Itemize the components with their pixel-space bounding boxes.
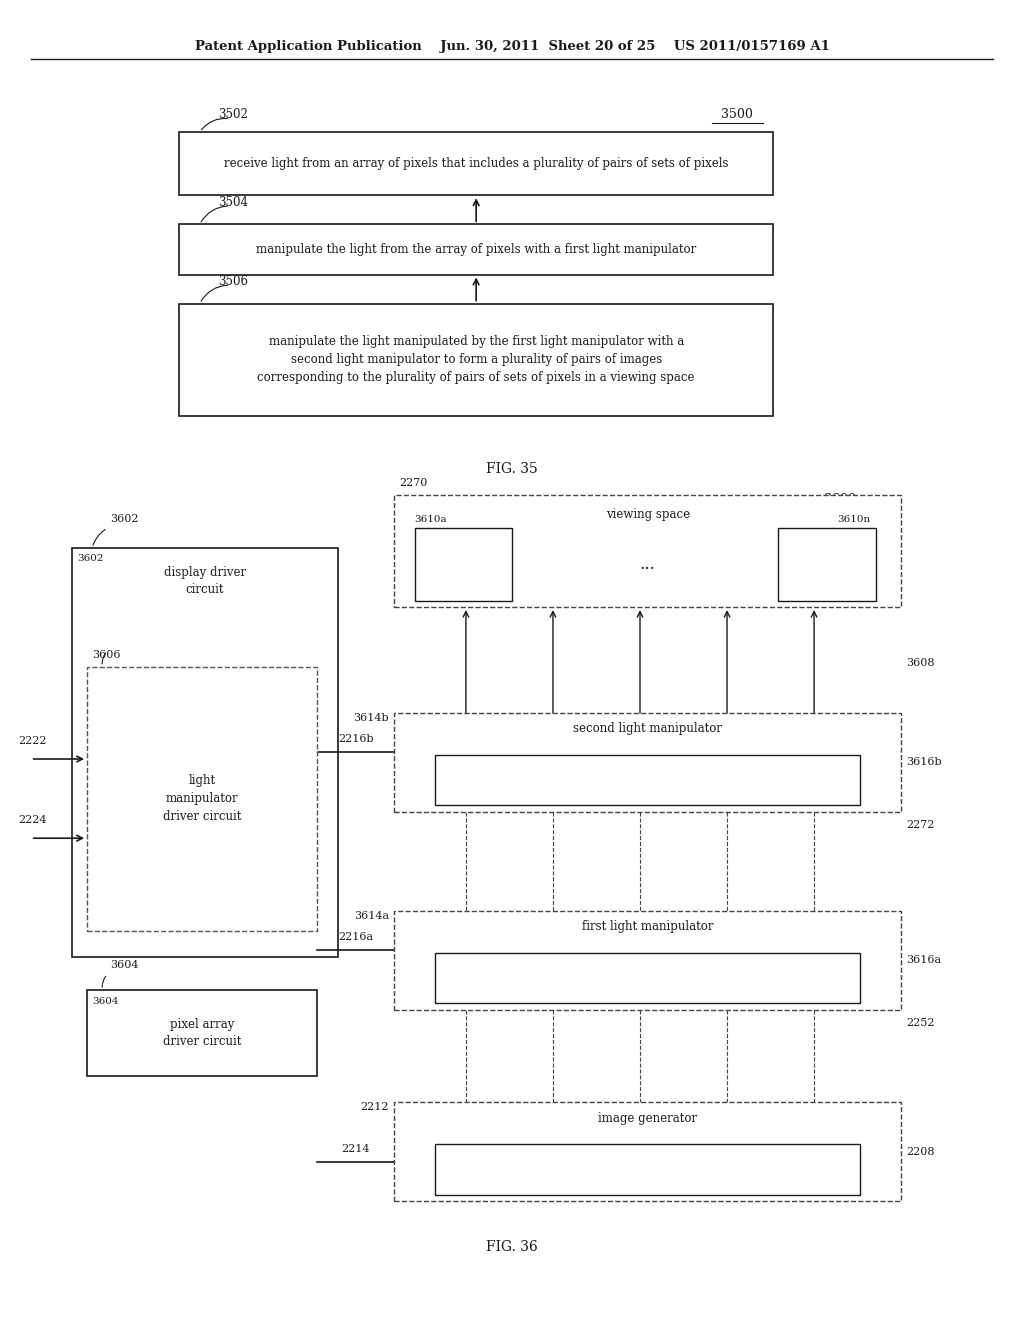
Text: 2272: 2272	[906, 820, 935, 830]
Text: 3500: 3500	[721, 108, 754, 121]
FancyBboxPatch shape	[394, 713, 901, 812]
Text: pixel array
driver circuit: pixel array driver circuit	[163, 1018, 242, 1048]
Text: manipulate the light manipulated by the first light manipulator with a
second li: manipulate the light manipulated by the …	[257, 335, 695, 384]
FancyBboxPatch shape	[435, 953, 860, 1003]
Text: 3502: 3502	[218, 108, 248, 121]
Text: 2252: 2252	[906, 1018, 935, 1028]
Text: 2222: 2222	[18, 735, 47, 746]
FancyBboxPatch shape	[435, 755, 860, 805]
Text: 3604: 3604	[111, 960, 139, 970]
FancyBboxPatch shape	[72, 548, 338, 957]
Text: light
manipulator
driver circuit: light manipulator driver circuit	[163, 774, 242, 824]
FancyBboxPatch shape	[415, 528, 512, 601]
FancyBboxPatch shape	[435, 1144, 860, 1195]
Text: ...: ...	[640, 556, 655, 573]
Text: 2216b: 2216b	[338, 734, 374, 744]
Text: 2212: 2212	[360, 1102, 389, 1113]
Text: 3604: 3604	[92, 997, 119, 1006]
Text: 2216a: 2216a	[338, 932, 374, 942]
FancyBboxPatch shape	[394, 1102, 901, 1201]
FancyBboxPatch shape	[179, 304, 773, 416]
Text: manipulate the light from the array of pixels with a first light manipulator: manipulate the light from the array of p…	[256, 243, 696, 256]
Text: 2224: 2224	[18, 814, 47, 825]
Text: 3602: 3602	[111, 513, 139, 524]
Text: 3616a: 3616a	[906, 956, 941, 965]
Text: 2208: 2208	[906, 1147, 935, 1156]
Text: 3506: 3506	[218, 275, 248, 288]
Text: viewing space: viewing space	[605, 508, 690, 521]
FancyBboxPatch shape	[394, 495, 901, 607]
FancyBboxPatch shape	[778, 528, 876, 601]
Text: first light manipulator: first light manipulator	[582, 920, 714, 933]
Text: 3D
image: 3D image	[810, 553, 844, 576]
Text: second light manipulator: second light manipulator	[573, 722, 722, 735]
Text: display driver
circuit: display driver circuit	[164, 566, 246, 595]
Text: 3608: 3608	[906, 659, 935, 668]
Text: 3D
image: 3D image	[446, 553, 480, 576]
Text: 3602: 3602	[77, 554, 103, 564]
Text: 3614a: 3614a	[354, 911, 389, 921]
Text: light manipulator elements: light manipulator elements	[567, 774, 728, 787]
Text: Patent Application Publication    Jun. 30, 2011  Sheet 20 of 25    US 2011/01571: Patent Application Publication Jun. 30, …	[195, 40, 829, 53]
Text: 3614b: 3614b	[353, 713, 389, 723]
Text: 3616b: 3616b	[906, 758, 942, 767]
Text: FIG. 35: FIG. 35	[486, 462, 538, 475]
FancyBboxPatch shape	[87, 990, 317, 1076]
Text: 3610a: 3610a	[415, 515, 447, 524]
Text: 3606: 3606	[92, 649, 121, 660]
FancyBboxPatch shape	[87, 667, 317, 931]
Text: 3504: 3504	[218, 195, 248, 209]
Text: pixel array: pixel array	[615, 1163, 680, 1176]
Text: FIG. 36: FIG. 36	[486, 1241, 538, 1254]
FancyBboxPatch shape	[179, 224, 773, 275]
Text: 3600: 3600	[823, 492, 856, 506]
Text: 2270: 2270	[399, 478, 428, 488]
Text: 3610n: 3610n	[838, 515, 870, 524]
Text: image generator: image generator	[598, 1111, 697, 1125]
FancyBboxPatch shape	[179, 132, 773, 195]
Text: light manipulator elements: light manipulator elements	[567, 972, 728, 985]
Text: 2214: 2214	[342, 1143, 370, 1154]
Text: receive light from an array of pixels that includes a plurality of pairs of sets: receive light from an array of pixels th…	[224, 157, 728, 170]
FancyBboxPatch shape	[394, 911, 901, 1010]
